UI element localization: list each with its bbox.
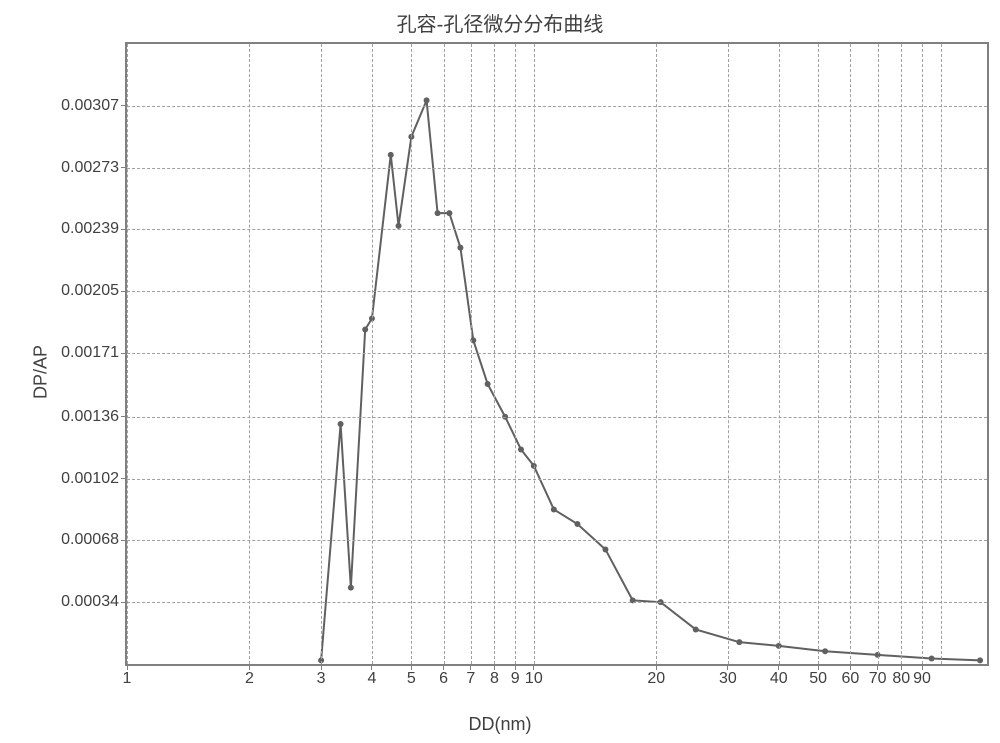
x-tick-label: 1 (123, 670, 132, 688)
y-tick-mark (121, 540, 127, 541)
series-marker (574, 521, 580, 527)
y-tick-label: 0.00307 (61, 97, 119, 115)
x-tick-label: 2 (245, 670, 254, 688)
series-marker (693, 626, 699, 632)
series-marker (446, 210, 452, 216)
x-axis-label: DD(nm) (0, 714, 1000, 735)
x-tick-mark (877, 664, 878, 670)
series-marker (396, 223, 402, 229)
x-tick-label: 90 (913, 670, 931, 688)
y-tick-mark (121, 167, 127, 168)
x-tick-mark (443, 664, 444, 670)
x-tick-mark (656, 664, 657, 670)
x-tick-label: 80 (892, 670, 910, 688)
x-tick-mark (494, 664, 495, 670)
grid-line-horizontal (127, 602, 987, 603)
x-tick-mark (922, 664, 923, 670)
series-line (321, 100, 980, 660)
x-tick-mark (470, 664, 471, 670)
series-marker (424, 97, 430, 103)
y-tick-mark (121, 229, 127, 230)
y-tick-label: 0.00034 (61, 593, 119, 611)
series-marker (551, 506, 557, 512)
grid-line-horizontal (127, 417, 987, 418)
x-tick-label: 8 (490, 670, 499, 688)
x-tick-label: 4 (367, 670, 376, 688)
series-marker (457, 245, 463, 251)
chart-container: 孔容-孔径微分分布曲线 DP/AP DD(nm) 123456789102030… (0, 0, 1000, 743)
grid-line-horizontal (127, 106, 987, 107)
plot-area: 1234567891020304050607080900.000340.0006… (125, 42, 989, 666)
x-tick-mark (249, 664, 250, 670)
x-tick-label: 6 (439, 670, 448, 688)
x-tick-mark (778, 664, 779, 670)
y-tick-mark (121, 602, 127, 603)
x-tick-label: 5 (407, 670, 416, 688)
y-tick-label: 0.00102 (61, 470, 119, 488)
grid-line-horizontal (127, 291, 987, 292)
x-tick-label: 30 (719, 670, 737, 688)
x-tick-mark (411, 664, 412, 670)
grid-line-horizontal (127, 229, 987, 230)
x-tick-label: 50 (809, 670, 827, 688)
y-axis-label: DP/AP (31, 344, 52, 398)
x-tick-label: 20 (647, 670, 665, 688)
y-tick-mark (121, 416, 127, 417)
x-tick-mark (727, 664, 728, 670)
grid-line-horizontal (127, 540, 987, 541)
x-tick-label: 7 (466, 670, 475, 688)
series-marker (822, 648, 828, 654)
y-tick-mark (121, 478, 127, 479)
y-tick-mark (121, 291, 127, 292)
x-tick-label: 10 (525, 670, 543, 688)
y-tick-label: 0.00239 (61, 220, 119, 238)
series-marker (362, 326, 368, 332)
x-tick-mark (901, 664, 902, 670)
x-tick-mark (371, 664, 372, 670)
y-tick-mark (121, 105, 127, 106)
x-tick-label: 60 (841, 670, 859, 688)
series-marker (977, 657, 983, 663)
series-marker (348, 585, 354, 591)
x-tick-mark (533, 664, 534, 670)
series-marker (602, 546, 608, 552)
y-tick-label: 0.00273 (61, 159, 119, 177)
x-tick-label: 9 (511, 670, 520, 688)
x-tick-mark (515, 664, 516, 670)
y-tick-label: 0.00205 (61, 282, 119, 300)
x-tick-label: 3 (317, 670, 326, 688)
series-marker (388, 152, 394, 158)
series-marker (929, 656, 935, 662)
series-marker (485, 381, 491, 387)
chart-title: 孔容-孔径微分分布曲线 (0, 8, 1000, 37)
x-tick-mark (321, 664, 322, 670)
grid-line-horizontal (127, 479, 987, 480)
y-tick-label: 0.00068 (61, 531, 119, 549)
series-marker (435, 210, 441, 216)
grid-line-horizontal (127, 353, 987, 354)
x-tick-mark (127, 664, 128, 670)
y-tick-mark (121, 353, 127, 354)
x-tick-mark (818, 664, 819, 670)
x-tick-label: 40 (770, 670, 788, 688)
series-marker (338, 421, 344, 427)
grid-line-horizontal (127, 168, 987, 169)
x-tick-mark (850, 664, 851, 670)
y-tick-label: 0.00136 (61, 408, 119, 426)
series-marker (518, 446, 524, 452)
series-marker (736, 639, 742, 645)
y-tick-label: 0.00171 (61, 344, 119, 362)
x-tick-label: 70 (869, 670, 887, 688)
